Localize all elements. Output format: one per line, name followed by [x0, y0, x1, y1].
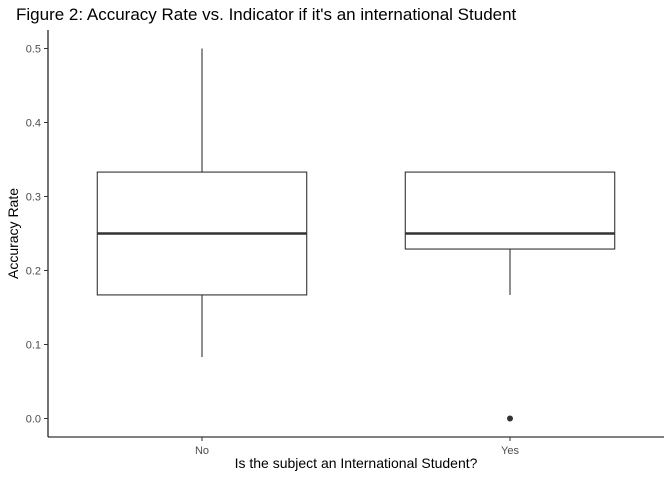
- plot-area: [96, 48, 616, 422]
- x-axis-ticks: No Yes: [195, 437, 519, 457]
- y-axis-title: Accuracy Rate: [5, 188, 21, 279]
- x-axis-title: Is the subject an International Student?: [235, 455, 478, 471]
- box-group-yes: [404, 171, 616, 422]
- y-tick-label: 0.3: [26, 192, 41, 204]
- chart-title: Figure 2: Accuracy Rate vs. Indicator if…: [16, 5, 517, 24]
- x-tick-label: No: [195, 445, 209, 457]
- y-tick-label: 0.5: [26, 44, 41, 56]
- x-tick-label: Yes: [501, 445, 519, 457]
- outlier-point: [507, 415, 513, 422]
- box-group-no: [96, 48, 308, 358]
- y-tick-label: 0.2: [26, 266, 41, 278]
- y-tick-label: 0.0: [26, 414, 41, 426]
- y-tick-label: 0.4: [26, 118, 41, 130]
- box-iqr: [404, 171, 616, 250]
- y-axis-ticks: 0.0 0.1 0.2 0.3 0.4 0.5: [26, 44, 48, 426]
- y-tick-label: 0.1: [26, 340, 41, 352]
